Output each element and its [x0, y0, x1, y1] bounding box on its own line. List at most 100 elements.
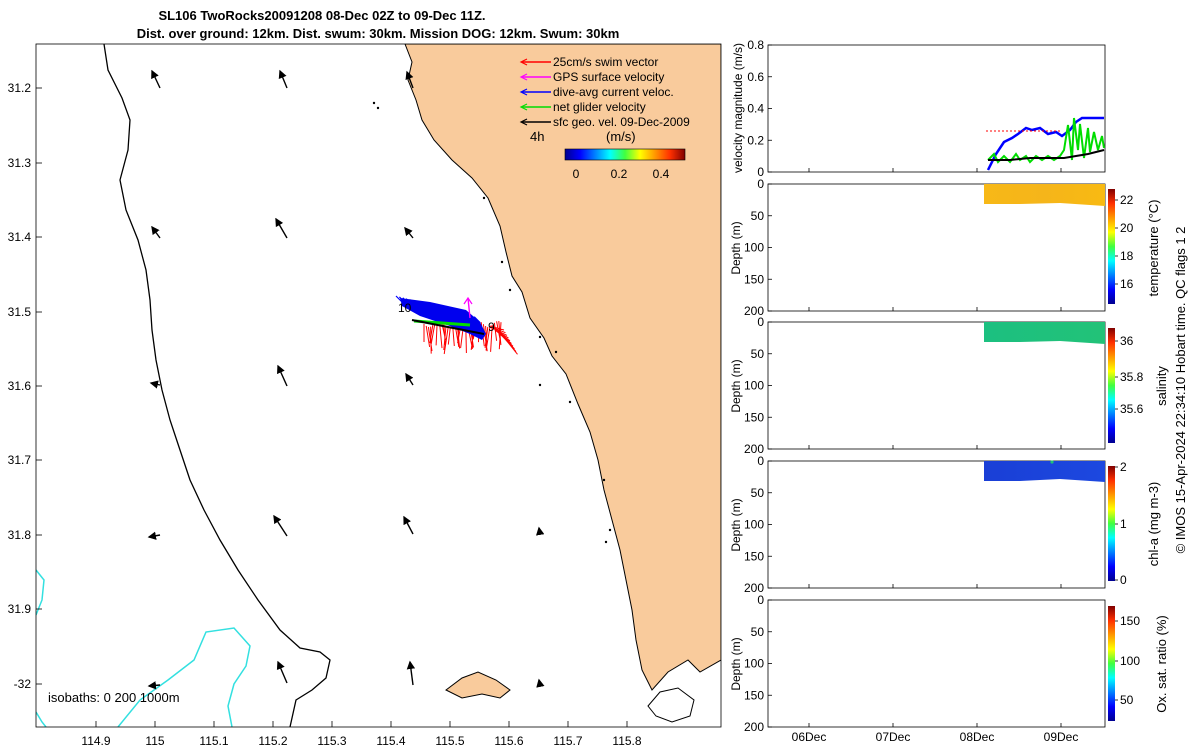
title-line1: SL106 TwoRocks20091208 08-Dec 02Z to 09-…	[158, 8, 485, 23]
time-tick-3: 09Dec	[1044, 730, 1079, 744]
lon-tick-9: 115.8	[612, 734, 641, 748]
lon-tick-6: 115.5	[435, 734, 464, 748]
cb-tick-2: 0.4	[653, 167, 670, 181]
depth-tick-3-4: 200	[744, 720, 764, 734]
legend-arrow-0	[519, 58, 528, 66]
lon-tick-5: 115.4	[376, 734, 405, 748]
velocity-series	[986, 116, 1105, 171]
time-tick-0: 06Dec	[792, 730, 827, 744]
time-axis-ticks: 06Dec 07Dec 08Dec 09Dec	[792, 168, 1079, 744]
glider-track	[411, 319, 485, 335]
depth-ticks: 0501001502000501001502000501001502000501…	[744, 177, 772, 734]
depth-tick-1-1: 50	[751, 347, 765, 361]
depth-tick-2-1: 50	[751, 486, 765, 500]
gps-surface-velocity	[467, 297, 471, 319]
lat-tick-6: 31.8	[8, 528, 32, 542]
depth-tick-2-3: 150	[744, 549, 764, 563]
chla-cblabel: chl-a (mg m-3)	[1146, 482, 1161, 567]
land-mass	[404, 44, 721, 691]
chl-cb-tick-1: 1	[1120, 517, 1127, 531]
geo-velocity-arrows	[147, 69, 545, 690]
island	[445, 671, 511, 699]
chl-cb-tick-2: 0	[1120, 573, 1127, 587]
salinity-panel: Depth (m) salinity 36 35.8 35.6	[729, 321, 1169, 450]
map-frame	[35, 43, 722, 728]
lat-tick-3: 31.5	[8, 305, 32, 319]
lat-tick-4: 31.6	[8, 379, 32, 393]
salinity-axes	[767, 321, 1106, 450]
speed-colorbar	[564, 148, 686, 161]
chla-axes	[767, 460, 1106, 589]
chla-data	[984, 461, 1105, 482]
temp-cb-tick-2: 18	[1120, 249, 1134, 263]
lon-tick-4: 115.3	[317, 734, 346, 748]
temperature-panel: Depth (m) temperature (°C) 22 20 18 16	[729, 183, 1161, 312]
time-tick-1: 07Dec	[876, 730, 911, 744]
legend-arrow-4	[519, 118, 528, 126]
sal-cb-tick-1: 35.8	[1120, 370, 1144, 384]
lon-tick-2: 115.1	[199, 734, 228, 748]
salinity-data	[984, 322, 1105, 344]
map-axis-ticks: 114.9 115 115.1 115.2 115.3 115.4 115.5 115.6 11…	[8, 81, 642, 748]
lat-tick-7: 31.9	[8, 602, 32, 616]
title-line2: Dist. over ground: 12km. Dist. swum: 30k…	[137, 26, 620, 41]
chla-outlier	[1050, 460, 1054, 464]
colorbar-title: (m/s)	[606, 129, 636, 144]
lon-tick-0: 114.9	[81, 734, 110, 748]
isobath-1000m-b	[117, 627, 251, 727]
oxygen-ylabel: Depth (m)	[729, 637, 743, 690]
depth-tick-1-4: 200	[744, 442, 764, 456]
vel-tick-3: 0.6	[747, 70, 764, 84]
ox-cb-tick-1: 100	[1120, 654, 1140, 668]
legend-arrow-1	[519, 73, 528, 81]
velocity-axes	[767, 44, 1106, 173]
temp-cb-tick-1: 20	[1120, 221, 1134, 235]
depth-tick-3-3: 150	[744, 688, 764, 702]
legend-arrow-3	[519, 103, 528, 111]
lon-tick-1: 115	[145, 734, 164, 748]
velocity-panel: velocity magnitude (m/s) 0 0.2 0.4 0.6 0.8	[731, 38, 1106, 179]
vel-tick-1: 0.2	[747, 133, 764, 147]
lon-tick-7: 115.6	[494, 734, 523, 748]
salinity-ylabel: Depth (m)	[729, 359, 743, 412]
chl-cb-tick-0: 2	[1120, 460, 1127, 474]
depth-tick-0-4: 200	[744, 304, 764, 318]
depth-tick-0-1: 50	[751, 209, 765, 223]
track-label-end: 9	[488, 320, 495, 334]
lat-tick-1: 31.3	[8, 156, 32, 170]
oxygen-colorbar	[1108, 606, 1115, 721]
ox-cb-tick-0: 150	[1120, 614, 1140, 628]
oxygen-panel: Depth (m) Ox. sat. ratio (%) 150 100 50	[729, 599, 1169, 728]
temperature-data	[984, 184, 1105, 206]
legend-label-4: sfc geo. vel. 09-Dec-2009	[553, 115, 690, 129]
depth-tick-3-2: 100	[744, 657, 764, 671]
oxygen-axes	[767, 599, 1106, 728]
footer-credit: © IMOS 15-Apr-2024 22:34:10 Hobart time.…	[1173, 227, 1188, 554]
series-black-geo	[988, 149, 1105, 161]
gps-arrowhead	[463, 296, 473, 305]
sal-cb-tick-0: 36	[1120, 334, 1134, 348]
depth-tick-0-2: 100	[744, 241, 764, 255]
depth-tick-2-2: 100	[744, 518, 764, 532]
velocity-ylabel: velocity magnitude (m/s)	[731, 43, 745, 173]
chla-panel: Depth (m) chl-a (mg m-3) 2 1 0	[729, 460, 1161, 589]
salinity-cblabel: salinity	[1154, 366, 1169, 406]
lat-tick-8: -32	[14, 677, 32, 691]
salinity-colorbar	[1108, 328, 1115, 443]
legend-label-0: 25cm/s swim vector	[553, 55, 658, 69]
depth-tick-0-0: 0	[757, 177, 764, 191]
temp-cb-tick-3: 16	[1120, 277, 1134, 291]
lon-tick-3: 115.2	[258, 734, 287, 748]
coastline-inner	[103, 44, 331, 727]
temp-cb-tick-0: 22	[1120, 193, 1134, 207]
vel-tick-4: 0.8	[747, 38, 764, 52]
ox-cb-tick-2: 50	[1120, 693, 1134, 707]
track-label-start: 10	[398, 301, 412, 315]
chla-ylabel: Depth (m)	[729, 498, 743, 551]
lat-tick-5: 31.7	[8, 453, 32, 467]
isobath-1000m-c	[36, 711, 47, 727]
legend-label-1: GPS surface velocity	[553, 70, 664, 84]
depth-tick-3-0: 0	[757, 593, 764, 607]
